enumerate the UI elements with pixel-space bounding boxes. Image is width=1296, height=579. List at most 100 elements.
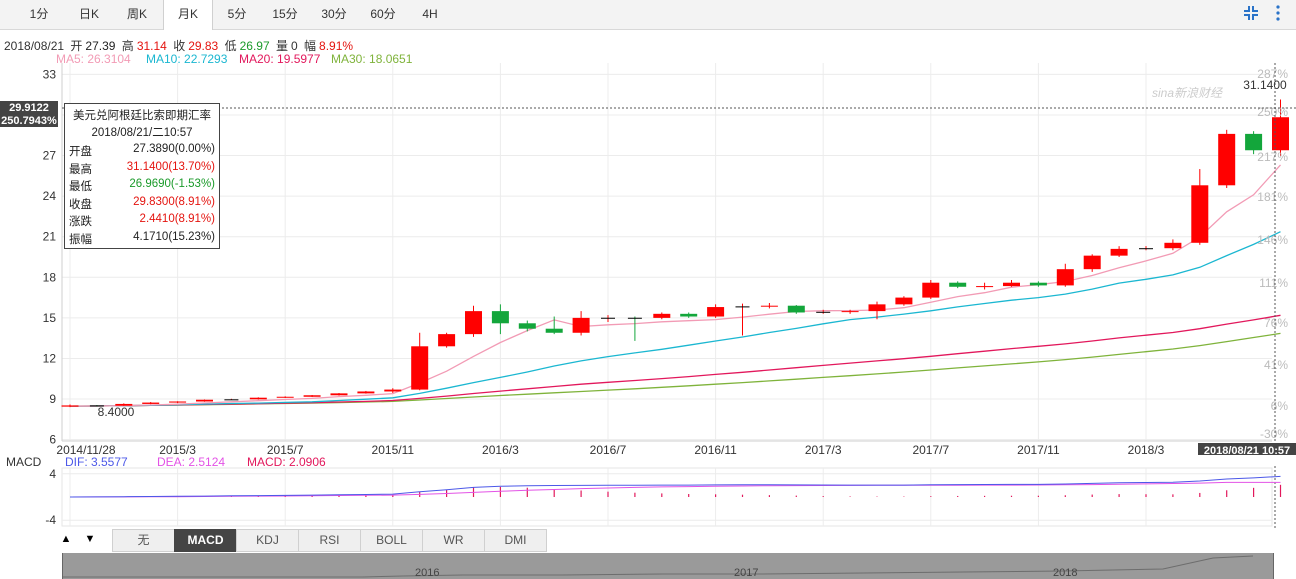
time-navigator[interactable]: 2016 2017 2018: [62, 553, 1274, 579]
macd-chart[interactable]: 4 -4: [0, 466, 1296, 528]
info-open-label: 开: [70, 39, 83, 53]
tab-period-0[interactable]: 1分: [29, 7, 49, 21]
tab-period-8[interactable]: 4H: [422, 7, 438, 21]
candle-body: [1056, 269, 1074, 286]
indicator-button-0[interactable]: 无: [112, 529, 175, 552]
candle-body: [787, 305, 805, 313]
x-tick-label: 2018/3: [1128, 443, 1165, 455]
y-tick-label: 33: [43, 67, 57, 81]
scroll-down-arrow-icon[interactable]: ▼: [84, 533, 96, 545]
ma30-legend: MA30: 18.0651: [331, 52, 413, 66]
indicator-toolbar: ▲ ▼ 无 MACD KDJ RSI BOLL WR DMI: [0, 528, 1296, 552]
kline-chart[interactable]: sina新浪财经 6 9 12 15 18 21 24 27 33 287% 250% 217% 18…: [0, 0, 1296, 455]
pct-tick-label: -30%: [1260, 427, 1288, 441]
indicator-button-5[interactable]: WR: [422, 529, 485, 552]
candle-body: [438, 334, 456, 347]
candle-body: [1164, 242, 1182, 249]
candle: [384, 388, 402, 393]
indicator-button-1[interactable]: MACD: [174, 529, 237, 552]
more-vertical-icon[interactable]: [1274, 4, 1282, 26]
candle: [1245, 131, 1263, 155]
tooltip-row: 收盘 29.8300(8.91%): [69, 196, 215, 213]
candle-body: [1110, 248, 1128, 256]
candle-body: [707, 307, 725, 317]
tab-period-7[interactable]: 60分: [370, 7, 396, 21]
candle-body: [169, 401, 187, 403]
tab-period-5[interactable]: 15分: [272, 7, 298, 21]
y-tick-label: 9: [49, 392, 56, 406]
candle-body: [627, 317, 642, 319]
candle: [169, 401, 187, 404]
candle-body: [1003, 282, 1020, 287]
crosshair-pct-box: [0, 114, 58, 127]
macd-dif: DIF: 3.5577: [65, 455, 128, 469]
candle-body: [976, 286, 994, 288]
tooltip-key: 涨跌: [69, 216, 92, 228]
fullscreen-icon[interactable]: [1242, 4, 1260, 26]
info-high-label: 高: [121, 39, 134, 53]
crosshair-time-box: [1198, 443, 1296, 455]
pct-tick-label: 6%: [1271, 399, 1289, 413]
tab-period-2[interactable]: 周K: [126, 7, 147, 21]
tab-period-4[interactable]: 5分: [227, 7, 247, 21]
macd-y-tick: -4: [45, 513, 56, 527]
candle-body: [142, 402, 160, 404]
pct-tick-label: 41%: [1264, 358, 1288, 372]
pct-tick-label: 146%: [1257, 233, 1288, 247]
macd-y-tick: 4: [49, 467, 56, 481]
ma10-line: [69, 231, 1281, 407]
tab-period-6[interactable]: 30分: [321, 7, 347, 21]
min-annotation: 8.4000: [98, 405, 135, 419]
candle-body: [816, 311, 831, 313]
candle-body: [1139, 248, 1153, 250]
crosshair-pct: 250.7943%: [1, 115, 57, 127]
candle: [1191, 169, 1209, 245]
tooltip-row: 最高 31.1400(13.70%): [69, 161, 215, 178]
candle-body: [115, 403, 133, 406]
candle-body: [922, 282, 940, 298]
indicator-button-2[interactable]: KDJ: [236, 529, 299, 552]
x-tick-label: 2014/11/28: [56, 443, 115, 455]
period-tab-bar: 1分 日K 周K 月K 5分 15分 30分 60分 4H: [0, 0, 1296, 30]
indicator-button-3[interactable]: RSI: [298, 529, 361, 552]
tooltip-row: 涨跌 2.4410(8.91%): [69, 213, 215, 230]
info-close: 29.83: [188, 39, 219, 53]
tooltip-value: 2.4410(8.91%): [139, 213, 215, 225]
candle: [249, 397, 267, 400]
candle-body: [357, 391, 375, 394]
navigator-year-2017: 2017: [734, 567, 759, 579]
indicator-button-6[interactable]: DMI: [484, 529, 547, 552]
candle-body: [545, 328, 563, 333]
indicator-button-4[interactable]: BOLL: [360, 529, 423, 552]
scroll-up-arrow-icon[interactable]: ▲: [60, 533, 72, 545]
pct-tick-label: 111%: [1259, 276, 1288, 290]
x-tick-label: 2016/11: [694, 443, 737, 455]
candle: [707, 304, 725, 318]
tooltip-key: 收盘: [69, 198, 92, 211]
navigator-year-2018: 2018: [1053, 567, 1078, 579]
x-tick-label: 2015/7: [267, 443, 304, 455]
y-tick-label: 21: [43, 230, 57, 244]
candle: [89, 405, 104, 407]
ma10-legend: MA10: 22.7293: [146, 52, 228, 66]
tooltip-datetime: 2018/08/21/二10:57: [91, 127, 193, 139]
x-tick-label: 2016/7: [590, 443, 627, 455]
candle: [653, 312, 671, 320]
candle-body: [841, 311, 859, 313]
tab-period-1[interactable]: 日K: [78, 7, 99, 21]
ma5-line: [69, 164, 1281, 407]
candle: [735, 303, 750, 336]
candle-body: [276, 396, 294, 398]
candle-body: [601, 317, 615, 319]
tab-period-3[interactable]: 月K: [163, 0, 213, 30]
candle-body: [518, 323, 536, 329]
tooltip-row: 开盘 27.3890(0.00%): [69, 143, 215, 160]
candle-body: [1083, 255, 1101, 270]
tooltip-value: 4.1710(15.23%): [133, 230, 215, 243]
candle-body: [330, 393, 348, 396]
candle: [816, 309, 831, 314]
tooltip-title: 美元兑阿根廷比索即期汇率: [73, 110, 211, 122]
candle-body: [680, 313, 698, 317]
info-range: 8.91%: [319, 39, 354, 53]
pct-tick-label: 287%: [1257, 67, 1288, 81]
